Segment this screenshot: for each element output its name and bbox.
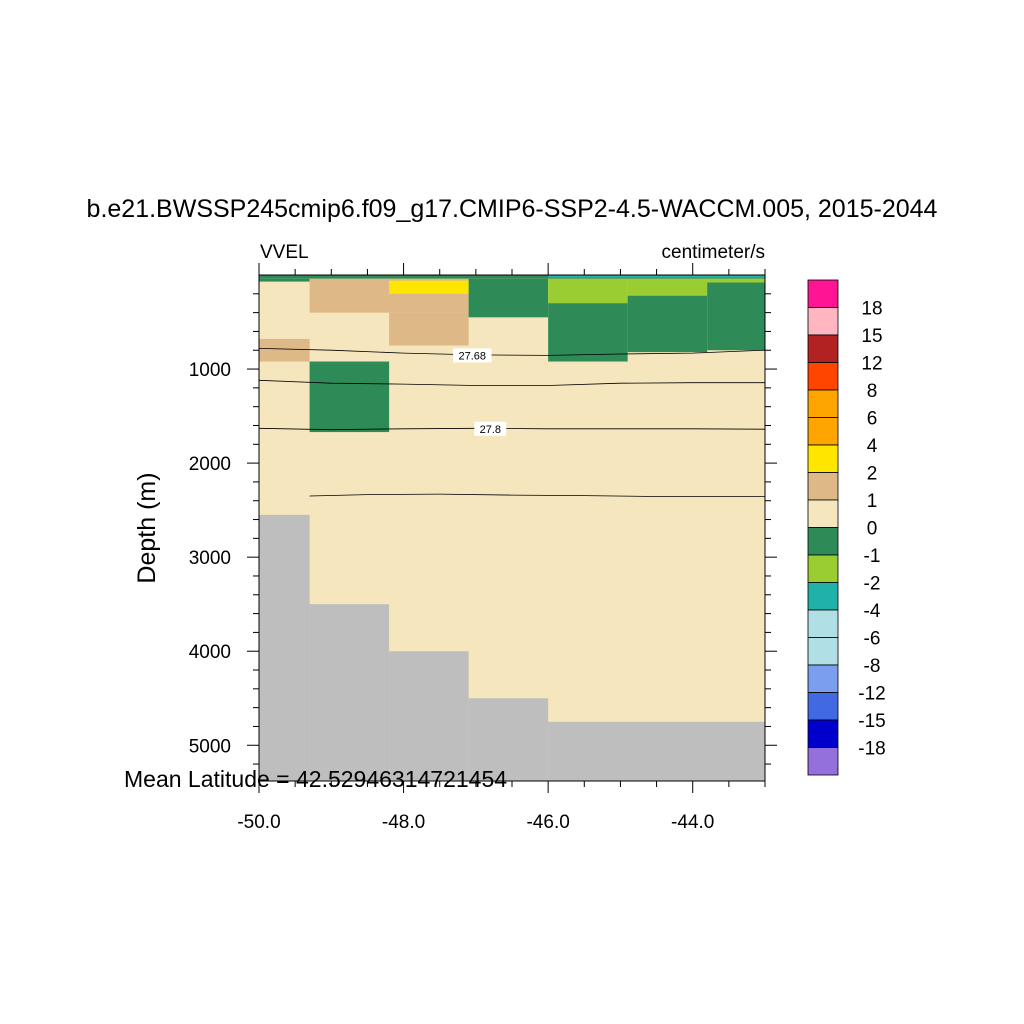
- colorbar-label-13: -8: [864, 656, 881, 677]
- colorbar-label-5: 4: [867, 436, 878, 457]
- land-block-4: [548, 721, 765, 781]
- colorbar-swatch-17: [807, 747, 839, 776]
- colorbar-label-10: -2: [864, 574, 881, 595]
- colorbar-swatch-1: [807, 307, 839, 336]
- y-tick-label: 2000: [189, 454, 231, 475]
- land-block-0: [259, 514, 310, 781]
- y-tick-label: 5000: [189, 736, 231, 757]
- colorbar-label-3: 8: [867, 381, 878, 402]
- colorbar-label-11: -4: [864, 601, 881, 622]
- colorbar-swatch-3: [807, 362, 839, 391]
- colorbar-label-14: -12: [858, 684, 885, 705]
- velocity-cell-8: [627, 278, 708, 296]
- colorbar-swatch-9: [807, 527, 839, 556]
- colorbar-label-7: 1: [867, 491, 878, 512]
- density-contour-3: [309, 493, 765, 497]
- velocity-cell-11: [627, 295, 708, 353]
- land-block-2: [389, 651, 469, 781]
- colorbar-swatch-15: [807, 692, 839, 721]
- velocity-cell-2: [259, 278, 310, 282]
- colorbar-swatch-2: [807, 334, 839, 363]
- colorbar-label-12: -6: [864, 629, 881, 650]
- velocity-cell-14: [309, 361, 390, 433]
- velocity-cell-7: [548, 278, 628, 304]
- colorbar-swatch-10: [807, 554, 839, 583]
- colorbar-swatch-12: [807, 609, 839, 638]
- y-axis-label: Depth (m): [133, 472, 161, 583]
- density-contour-2: [258, 427, 766, 431]
- plot-frame: [258, 274, 766, 782]
- y-tick-label: 1000: [189, 360, 231, 381]
- velocity-cell-1: [548, 275, 765, 278]
- colorbar-label-15: -15: [858, 711, 885, 732]
- x-tick-label: -46.0: [526, 812, 569, 833]
- land-block-1: [309, 604, 390, 781]
- chart-title: b.e21.BWSSP245cmip6.f09_g17.CMIP6-SSP2-4…: [87, 195, 938, 223]
- velocity-cell-13: [259, 338, 310, 362]
- density-contours: [258, 348, 766, 497]
- land-mask: [259, 514, 765, 781]
- y-tick-labels: 1000 2000 3000 4000 5000: [189, 360, 231, 757]
- colorbar-swatch-6: [807, 444, 839, 473]
- colorbar-swatch-5: [807, 417, 839, 446]
- contour-label-box-0: [452, 348, 492, 363]
- colorbar-label-0: 18: [861, 299, 882, 320]
- colorbar-swatch-14: [807, 664, 839, 693]
- velocity-cell-5: [389, 280, 469, 294]
- colorbar-swatch-0: [807, 279, 839, 308]
- contour-label-0: 27.68: [458, 350, 486, 362]
- contour-label-1: 27.8: [480, 424, 501, 436]
- colorbar-swatch-13: [807, 637, 839, 666]
- colorbar-swatch-11: [807, 582, 839, 611]
- land-block-3: [468, 698, 549, 781]
- contour-labels: 27.68 27.8: [452, 348, 507, 436]
- colorbar-label-8: 0: [867, 519, 878, 540]
- colorbar-label-6: 2: [867, 464, 878, 485]
- axis-ticks: [247, 263, 777, 793]
- units-label: centimeter/s: [662, 242, 765, 263]
- velocity-cell-4: [389, 312, 469, 346]
- colorbar-swatch-8: [807, 499, 839, 528]
- colorbar-swatch-4: [807, 389, 839, 418]
- y-tick-label: 3000: [189, 548, 231, 569]
- contour-label-box-1: [474, 421, 507, 436]
- x-tick-label: -50.0: [237, 812, 280, 833]
- colorbar-label-2: 12: [861, 354, 882, 375]
- density-contour-0: [258, 348, 766, 356]
- velocity-cell-12: [707, 282, 765, 351]
- velocity-cell-0: [259, 275, 765, 279]
- velocity-cell-10: [548, 303, 628, 362]
- variable-label: VVEL: [260, 242, 309, 263]
- colorbar-swatch-16: [807, 719, 839, 748]
- colorbar-label-4: 6: [867, 409, 878, 430]
- x-tick-label: -48.0: [382, 812, 425, 833]
- velocity-cell-6: [468, 278, 549, 318]
- mean-latitude-annotation: Mean Latitude = 42.52946314721454: [124, 766, 507, 792]
- velocity-cell-9: [707, 278, 765, 283]
- colorbar-label-9: -1: [864, 546, 881, 567]
- colorbar-swatch-7: [807, 472, 839, 501]
- colorbar-label-1: 15: [861, 326, 882, 347]
- colorbar-label-16: -18: [858, 739, 885, 760]
- colorbar: 18 15 12 8 6 4 2 1 0 -1 -2 -4 -6 -8 -12 -15 -18: [807, 279, 886, 776]
- density-contour-1: [258, 379, 765, 386]
- x-tick-labels: -50.0 -48.0 -46.0 -44.0: [237, 812, 714, 833]
- x-tick-label: -44.0: [671, 812, 714, 833]
- y-tick-label: 4000: [189, 642, 231, 663]
